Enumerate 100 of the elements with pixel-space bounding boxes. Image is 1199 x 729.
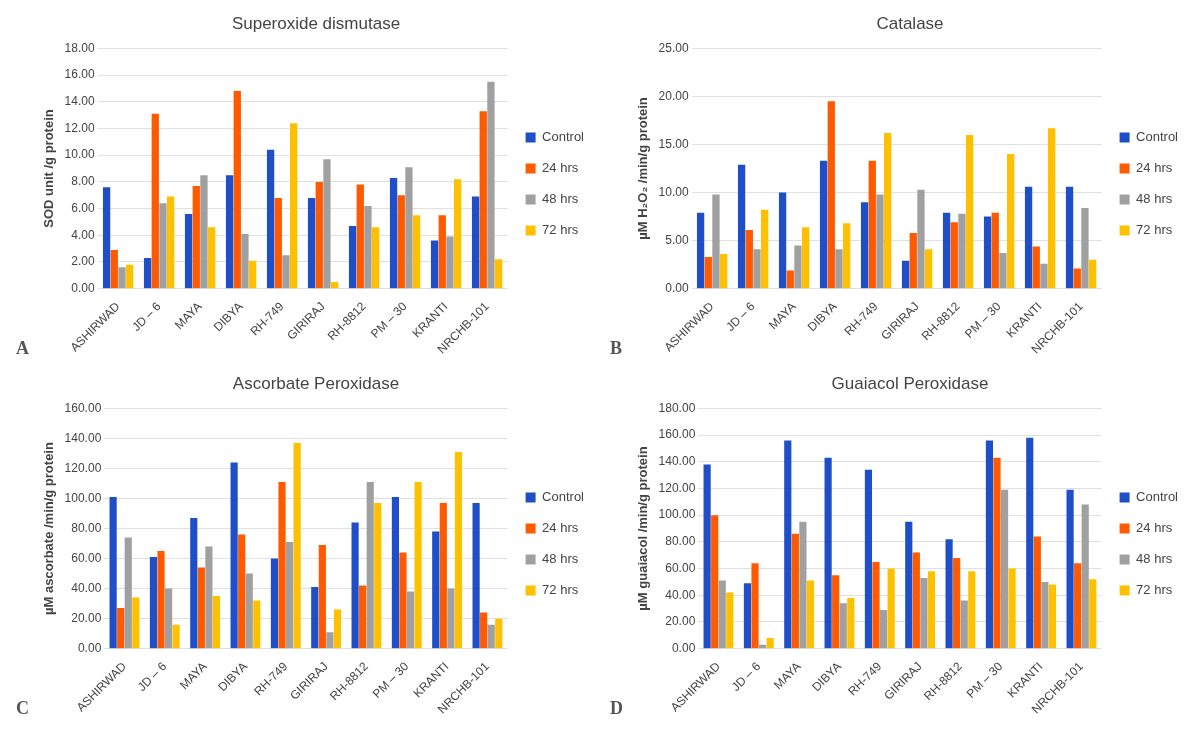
bar — [1026, 437, 1034, 649]
bar — [1006, 154, 1015, 289]
y-axis-title: µM ascorbate /min/g protein — [41, 442, 57, 615]
bar — [351, 522, 359, 649]
x-tick-label: JD – 6 — [134, 659, 170, 694]
legend-label: 24 hrs — [542, 520, 579, 536]
legend-label: 48 hrs — [542, 551, 579, 567]
bar — [366, 481, 374, 649]
bar — [172, 624, 180, 649]
y-tick-label: 20.00 — [665, 614, 696, 629]
legend-label: 24 hrs — [1136, 520, 1173, 536]
text: A — [16, 337, 29, 358]
bar — [225, 175, 234, 289]
bar — [753, 249, 761, 289]
bar — [920, 577, 928, 649]
y-tick-label: 16.00 — [64, 67, 95, 82]
y-tick-label: 25.00 — [658, 40, 689, 55]
bar — [945, 539, 953, 649]
y-tick-label: 0.00 — [671, 640, 696, 655]
bar — [1073, 268, 1081, 289]
bar — [157, 551, 165, 649]
bar — [132, 597, 140, 649]
bar — [1041, 581, 1049, 649]
legend-label: Control — [1136, 129, 1179, 145]
bar — [860, 202, 869, 289]
bar — [446, 236, 454, 289]
bar — [282, 255, 290, 289]
bar — [212, 596, 221, 649]
chart-title: Ascorbate Peroxidase — [232, 373, 400, 393]
y-tick-label: 120.00 — [658, 480, 696, 495]
bar — [794, 245, 802, 289]
legend-label: 48 hrs — [1136, 551, 1173, 567]
bar — [993, 457, 1001, 649]
y-tick-label: 120.00 — [64, 460, 102, 475]
bar — [208, 227, 216, 289]
bar — [887, 568, 895, 649]
bar — [164, 588, 173, 649]
bar — [912, 552, 920, 649]
y-tick-label: 14.00 — [64, 94, 95, 109]
bar — [909, 232, 917, 289]
bar — [151, 113, 159, 289]
y-tick-label: 80.00 — [71, 520, 102, 535]
bar — [711, 515, 719, 649]
bar — [839, 603, 847, 649]
y-tick-label: 2.00 — [71, 254, 95, 269]
bar — [712, 194, 720, 289]
bar — [1074, 563, 1082, 649]
x-tick-label: JD – 6 — [129, 299, 164, 334]
bar — [799, 521, 807, 649]
y-tick-label: 0.00 — [71, 280, 95, 295]
bar — [311, 587, 319, 649]
bar — [806, 580, 815, 649]
bar — [991, 212, 999, 289]
bar — [406, 591, 415, 649]
y-axis-title: µM H₂O₂ /min/g protein — [635, 97, 651, 240]
bar — [348, 225, 357, 289]
bar — [323, 159, 331, 289]
bar — [494, 259, 503, 289]
bar — [190, 518, 198, 649]
bar — [778, 192, 787, 289]
y-tick-label: 180.00 — [658, 400, 696, 415]
y-axis-title: µM guaiacol /min/g protein — [635, 446, 651, 611]
y-tick-label: 0.00 — [77, 640, 102, 655]
bar — [399, 552, 407, 649]
x-tick-label: PM – 30 — [369, 659, 412, 701]
text: D — [610, 697, 623, 718]
bar — [1081, 207, 1089, 289]
bar — [432, 531, 440, 649]
y-tick-label: 15.00 — [658, 136, 689, 151]
bar — [1065, 186, 1074, 289]
bar — [879, 609, 888, 649]
bar — [389, 177, 398, 289]
bar — [696, 212, 705, 289]
bar — [439, 503, 447, 649]
bar — [117, 608, 125, 649]
bar — [726, 592, 734, 649]
bar — [266, 149, 275, 289]
bar — [405, 167, 413, 289]
bar — [307, 197, 316, 289]
bar — [1088, 259, 1097, 289]
bar — [412, 215, 421, 289]
bar — [480, 612, 488, 649]
bar — [391, 497, 400, 649]
bar — [364, 205, 372, 289]
bar — [1081, 504, 1089, 649]
bar — [905, 521, 913, 649]
bar — [274, 197, 282, 289]
bar — [192, 185, 200, 289]
bar — [447, 588, 455, 649]
y-tick-label: 10.00 — [64, 147, 95, 162]
bar — [960, 600, 968, 649]
bar — [819, 160, 828, 289]
bar — [471, 196, 480, 289]
y-tick-label: 5.00 — [665, 232, 689, 247]
bar — [495, 618, 503, 649]
x-tick-label: PM – 30 — [963, 659, 1006, 701]
chart-title: Guaiacol Peroxidase — [831, 373, 989, 393]
y-axis-title: SOD unit /g protein — [41, 109, 57, 228]
bar — [1032, 246, 1040, 289]
bar — [761, 209, 769, 289]
